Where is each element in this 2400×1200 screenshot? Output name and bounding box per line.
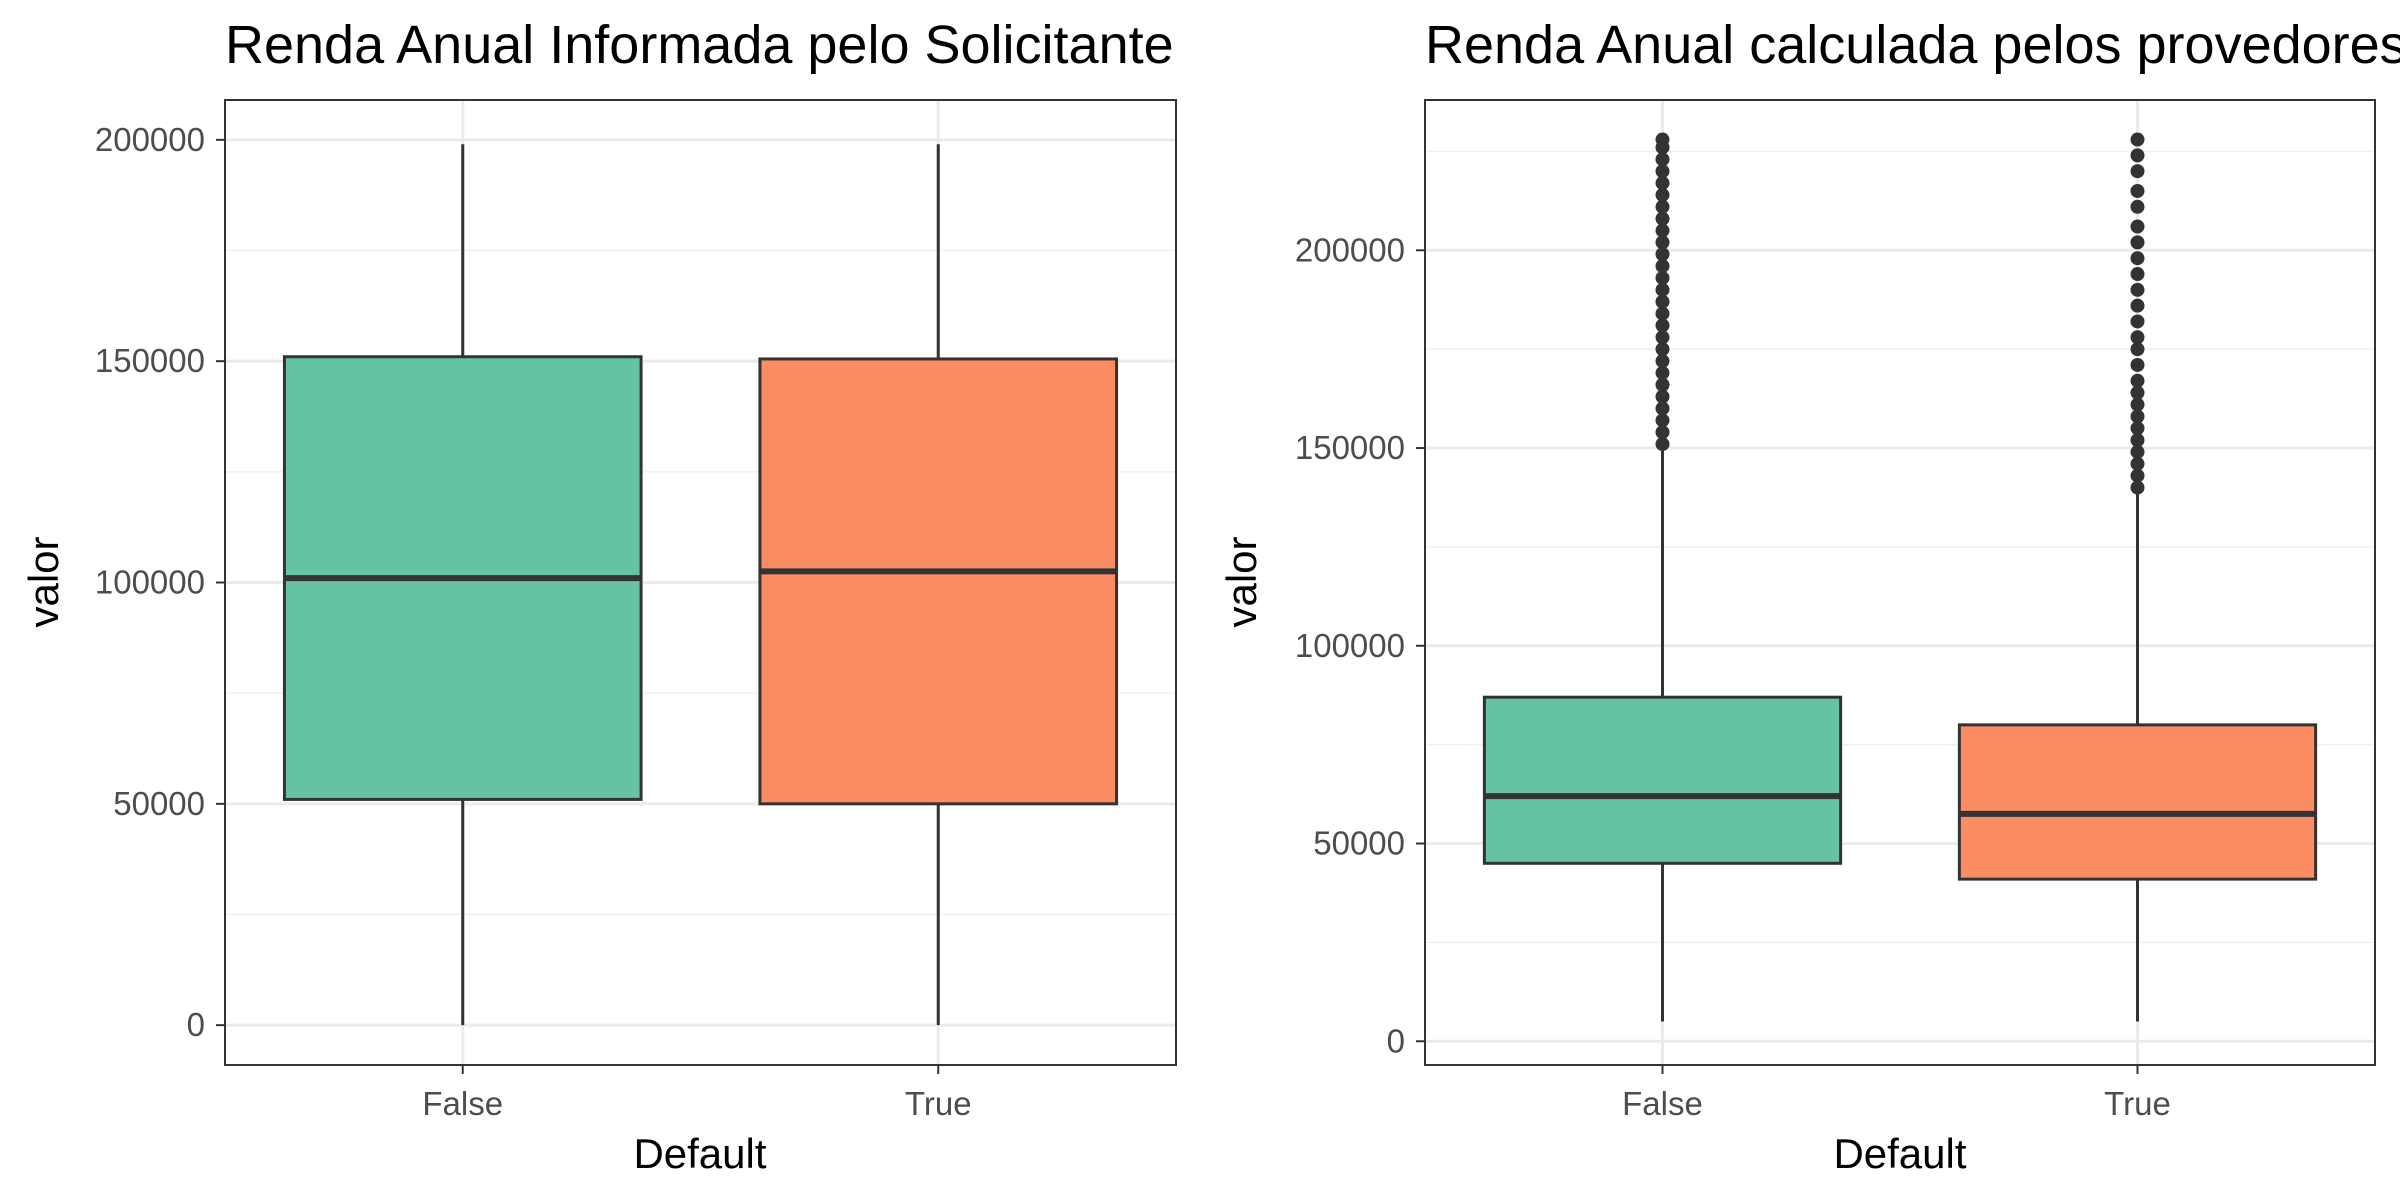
x-tick-label: True <box>905 1085 972 1122</box>
outlier-point <box>2130 433 2145 448</box>
outlier-point <box>2130 251 2145 266</box>
outlier-point <box>1655 294 1670 309</box>
outlier-point <box>1655 282 1670 297</box>
outlier-point <box>2130 199 2145 214</box>
outlier-point <box>1655 389 1670 404</box>
y-axis-title: valor <box>1218 536 1265 627</box>
outlier-point <box>1655 223 1670 238</box>
outlier-point <box>2130 480 2145 495</box>
outlier-point <box>1655 318 1670 333</box>
y-tick-label: 150000 <box>95 342 205 379</box>
outlier-point <box>1655 437 1670 452</box>
outlier-point <box>1655 211 1670 226</box>
outlier-point <box>2130 373 2145 388</box>
y-tick-label: 50000 <box>1313 825 1405 862</box>
outlier-point <box>2130 456 2145 471</box>
outlier-point <box>1655 176 1670 191</box>
x-axis: False True <box>1622 1065 2171 1122</box>
y-tick-label: 150000 <box>1295 429 1405 466</box>
x-axis: False True <box>422 1065 972 1122</box>
y-tick-label: 0 <box>187 1006 205 1043</box>
outlier-point <box>2130 132 2145 147</box>
outlier-point <box>2130 183 2145 198</box>
outlier-point <box>2130 385 2145 400</box>
boxes <box>282 144 1119 1026</box>
outlier-point <box>1655 164 1670 179</box>
outlier-point <box>2130 298 2145 313</box>
y-axis: 0 50000 100000 150000 200000 <box>1295 231 1425 1059</box>
outlier-point <box>2130 164 2145 179</box>
chart-title: Renda Anual Informada pelo Solicitante <box>225 15 1174 75</box>
box-iqr <box>1957 723 2318 881</box>
x-tick-label: True <box>2104 1085 2171 1122</box>
boxes <box>1482 132 2318 1022</box>
outlier-point <box>1655 152 1670 167</box>
x-tick-label: False <box>1622 1085 1703 1122</box>
outlier-point <box>1655 187 1670 202</box>
outlier-point <box>2130 330 2145 345</box>
outlier-point <box>1655 354 1670 369</box>
outlier-point <box>2130 282 2145 297</box>
outlier-point <box>1655 401 1670 416</box>
outlier-point <box>2130 342 2145 357</box>
outlier-point <box>2130 444 2145 459</box>
x-tick-label: False <box>422 1085 503 1122</box>
outlier-point <box>2130 267 2145 282</box>
outlier-point <box>1655 235 1670 250</box>
box-false <box>282 144 643 1026</box>
outlier-point <box>2130 314 2145 329</box>
outlier-point <box>1655 330 1670 345</box>
y-tick-label: 0 <box>1387 1022 1405 1059</box>
panel-renda-calculada: Renda Anual calculada pelos provedores 0… <box>1218 15 2400 1177</box>
panel-renda-informada: Renda Anual Informada pelo Solicitante 0… <box>20 15 1177 1177</box>
box-false <box>1482 132 1843 1022</box>
x-axis-title: Default <box>1833 1130 1966 1177</box>
outlier-point <box>1655 365 1670 380</box>
chart-title: Renda Anual calculada pelos provedores <box>1425 15 2400 75</box>
box-true <box>1957 132 2318 1022</box>
y-tick-label: 50000 <box>113 785 205 822</box>
outlier-point <box>2130 219 2145 234</box>
plot-frame <box>1424 99 2376 1066</box>
outlier-point <box>1655 413 1670 428</box>
outlier-point <box>2130 421 2145 436</box>
outlier-point <box>1655 247 1670 262</box>
grid <box>1425 100 2375 1065</box>
box-iqr <box>758 357 1119 806</box>
outlier-point <box>1655 425 1670 440</box>
outlier-point <box>1655 342 1670 357</box>
outlier-point <box>2130 357 2145 372</box>
outlier-point <box>2130 148 2145 163</box>
outlier-point <box>1655 306 1670 321</box>
outlier-point <box>2130 468 2145 483</box>
box-true <box>758 144 1119 1026</box>
y-tick-label: 200000 <box>95 121 205 158</box>
outlier-point <box>2130 397 2145 412</box>
outlier-point <box>1655 259 1670 274</box>
y-tick-label: 100000 <box>1295 627 1405 664</box>
x-axis-title: Default <box>633 1130 766 1177</box>
y-axis-title: valor <box>20 536 67 627</box>
box-iqr <box>1482 695 1843 865</box>
outlier-point <box>2130 235 2145 250</box>
outlier-point <box>1655 270 1670 285</box>
y-axis: 0 50000 100000 150000 200000 <box>95 121 225 1043</box>
outlier-point <box>1655 199 1670 214</box>
y-tick-label: 100000 <box>95 564 205 601</box>
outlier-point <box>1655 377 1670 392</box>
outlier-point <box>1655 132 1670 147</box>
y-tick-label: 200000 <box>1295 231 1405 268</box>
outlier-point <box>2130 409 2145 424</box>
